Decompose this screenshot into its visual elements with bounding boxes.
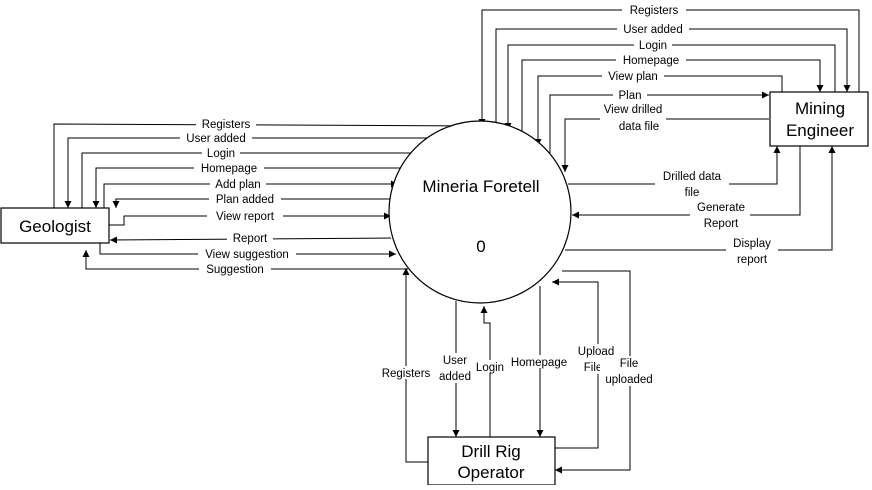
entity-mining-engineer: Mining Engineer [769, 91, 869, 147]
flow-geo-registers [53, 122, 483, 208]
flow-me-drilled-data [568, 146, 781, 185]
process-name: Mineria Foretell [422, 177, 539, 196]
entity-geologist: Geologist [0, 207, 110, 244]
flow-geo-add-plan [103, 180, 398, 208]
drill-rig-operator-label-2: Operator [457, 463, 524, 482]
label-geo-login: Login [207, 148, 235, 160]
label-me-registers: Registers [630, 5, 679, 17]
process-circle [388, 120, 572, 304]
label-me-view-drilled-1: View drilled [604, 104, 663, 116]
label-me-homepage: Homepage [623, 55, 679, 67]
label-me-plan: Plan [618, 90, 641, 102]
label-geo-homepage: Homepage [201, 163, 257, 175]
label-me-generate-report-1: Generate [697, 202, 745, 214]
label-dro-user-added-1: User [443, 355, 467, 367]
label-geo-registers: Registers [202, 119, 251, 131]
process-number: 0 [476, 237, 485, 256]
flow-me-view-drilled [561, 118, 769, 172]
process-node: Mineria Foretell 0 [388, 120, 572, 304]
label-me-view-plan: View plan [608, 71, 658, 83]
mining-engineer-box [769, 91, 869, 147]
entity-drill-rig-operator: Drill Rig Operator [427, 436, 556, 486]
label-geo-user-added: User added [186, 133, 245, 145]
flow-geo-login [81, 149, 420, 208]
label-dro-registers: Registers [382, 368, 431, 380]
flow-me-generate-report [572, 146, 801, 219]
mining-engineer-label-2: Engineer [786, 121, 854, 140]
label-me-login: Login [639, 40, 667, 52]
label-dro-upload-file-2: File [584, 362, 603, 374]
label-dro-login: Login [476, 362, 504, 374]
flow-me-display-report [565, 146, 836, 251]
label-dro-file-uploaded-1: File [620, 358, 639, 370]
flow-geo-suggestion [82, 250, 408, 270]
label-me-user-added: User added [623, 24, 682, 36]
mining-engineer-labels: Registers User added Login Homepage View… [600, 3, 778, 266]
label-geo-report: Report [233, 233, 268, 245]
label-geo-view-report: View report [216, 211, 275, 223]
label-me-display-report-2: report [737, 254, 768, 266]
geologist-labels: Registers User added Login Homepage Add … [180, 118, 296, 276]
label-dro-user-added-2: added [439, 371, 471, 383]
geologist-label: Geologist [19, 217, 91, 236]
mining-engineer-label-1: Mining [795, 99, 845, 118]
label-me-drilled-data-2: file [685, 187, 700, 199]
label-me-generate-report-2: Report [704, 218, 739, 230]
label-geo-view-suggestion: View suggestion [205, 249, 289, 261]
flow-dro-login [480, 306, 491, 437]
label-geo-plan-added: Plan added [216, 194, 274, 206]
flow-geo-homepage [92, 167, 408, 208]
label-geo-suggestion: Suggestion [206, 264, 264, 276]
flow-geo-user-added [64, 137, 448, 208]
label-geo-add-plan: Add plan [215, 179, 260, 191]
label-me-view-drilled-2: data file [619, 121, 659, 133]
drill-rig-operator-labels: Registers User added Login Homepage Uplo… [376, 344, 660, 386]
label-dro-file-uploaded-2: uploaded [605, 374, 652, 386]
label-dro-homepage: Homepage [511, 357, 567, 369]
label-dro-upload-file-1: Upload [578, 346, 614, 358]
flow-dro-registers [402, 268, 428, 463]
flow-geo-plan-added [112, 198, 394, 208]
flow-me-plan [549, 91, 769, 153]
geologist-box [0, 207, 110, 244]
flow-geo-view-suggestion [99, 243, 396, 258]
label-me-drilled-data-1: Drilled data [663, 171, 722, 183]
drill-rig-operator-label-1: Drill Rig [461, 442, 521, 461]
label-me-display-report-1: Display [733, 238, 771, 250]
